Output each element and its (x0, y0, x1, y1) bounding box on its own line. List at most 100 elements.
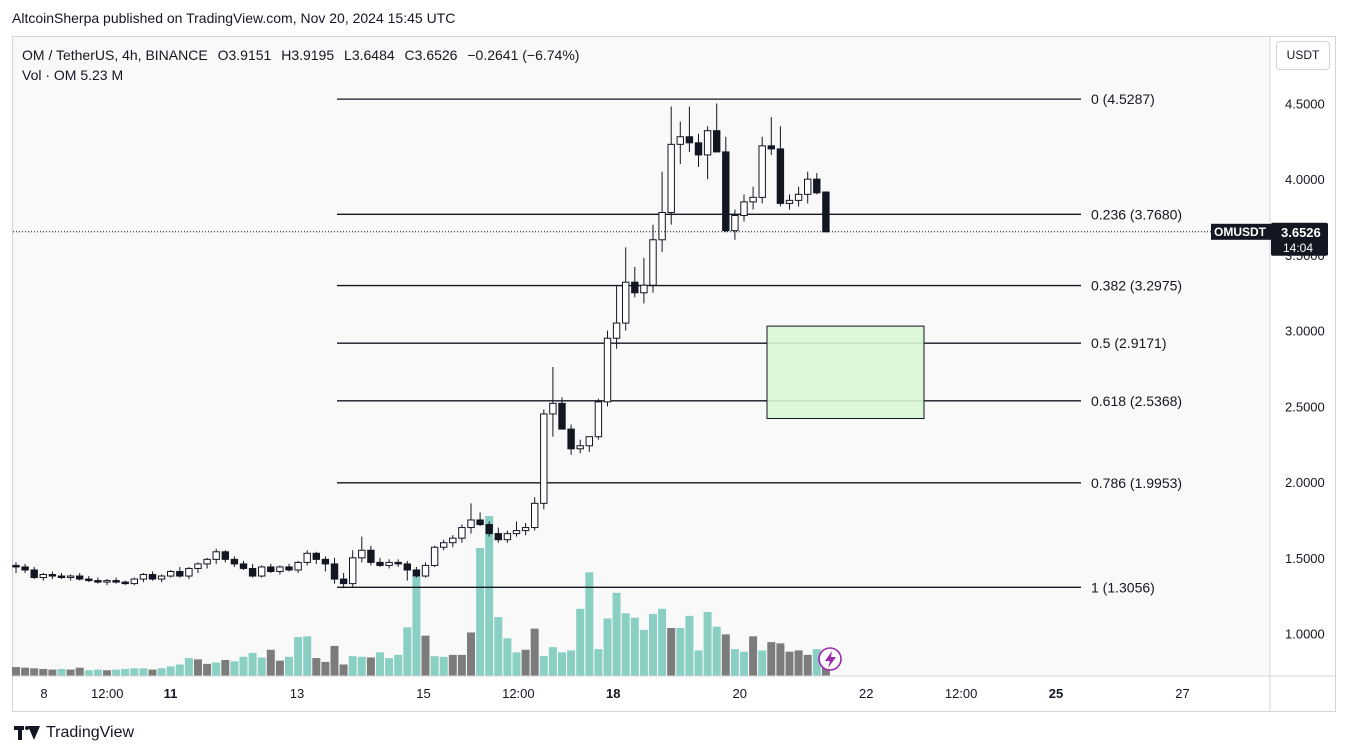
candle (66, 574, 75, 581)
symbol-tag: OMUSDT (1214, 225, 1267, 239)
candle (804, 171, 812, 204)
plot-area[interactable] (13, 37, 1270, 676)
volume-bar (66, 669, 75, 676)
symbol-title[interactable]: OM / TetherUS, 4h, BINANCE (22, 47, 208, 63)
fib-level-label: 0 (4.5287) (1091, 91, 1155, 107)
demand-zone[interactable] (766, 325, 925, 419)
volume-bar (749, 636, 758, 676)
volume-bar (785, 651, 794, 676)
candle (285, 563, 293, 572)
volume-bar (594, 649, 603, 676)
candle (612, 285, 621, 349)
x-tick-label: 12:00 (945, 686, 978, 701)
volume-legend[interactable]: Vol · OM 5.23 M (22, 67, 124, 83)
x-axis[interactable]: 8 12:00 11 13 15 12:00 18 20 22 12:00 25 27 (13, 675, 1336, 701)
x-tick-label: 22 (859, 686, 873, 701)
volume-bar (21, 667, 30, 676)
volume-bar (175, 664, 184, 676)
candle (148, 571, 157, 581)
volume-bar (30, 668, 39, 676)
candle (485, 521, 493, 537)
candle (267, 563, 275, 573)
volume-bar (803, 654, 812, 676)
candle (776, 126, 785, 207)
volume-bar (730, 649, 739, 676)
candle (758, 136, 766, 204)
candle (276, 565, 284, 575)
volume-bar (649, 613, 657, 676)
ohlc-low: L3.6484 (344, 47, 395, 63)
y-tick-label: 2.0000 (1285, 475, 1325, 490)
ohlc-high: H3.9195 (281, 47, 335, 63)
x-tick-label: 27 (1175, 686, 1189, 701)
candle (540, 409, 548, 510)
candle (494, 527, 503, 543)
currency-button[interactable]: USDT (1276, 41, 1330, 70)
volume-bar (93, 669, 102, 676)
candle (130, 577, 139, 586)
volume-group (12, 516, 830, 676)
volume-bar (740, 651, 748, 676)
candle (430, 545, 439, 567)
volume-bar (585, 572, 594, 676)
volume-bar (421, 635, 430, 676)
volume-bar (403, 627, 412, 676)
volume-bar (467, 632, 475, 676)
candle (321, 556, 330, 572)
volume-bar (394, 654, 403, 676)
volume-bar (303, 636, 312, 676)
candle (676, 121, 684, 165)
volume-bar (712, 626, 721, 676)
candle (339, 573, 348, 589)
candle (567, 424, 575, 455)
candle (658, 171, 666, 252)
volume-bar (121, 668, 130, 676)
ohlc-open: O3.9151 (217, 47, 272, 63)
volume-bar (312, 658, 321, 676)
volume-bar (812, 649, 821, 676)
x-tick-label: 8 (40, 686, 47, 701)
candle (512, 521, 521, 537)
y-tick-label: 4.0000 (1285, 172, 1325, 187)
candle (594, 398, 603, 440)
volume-bar (639, 629, 648, 676)
symbol-tag-bg (1211, 223, 1271, 240)
volume-bar (184, 658, 193, 676)
volume-bar (494, 617, 503, 676)
y-axis[interactable]: 4.50004.00003.50003.00002.50002.00001.50… (1269, 37, 1328, 712)
volume-bar (621, 613, 630, 676)
volume-bar (366, 657, 375, 676)
candle (294, 560, 302, 573)
candle (185, 566, 193, 580)
flash-icon[interactable] (818, 647, 842, 671)
candle (412, 566, 421, 578)
volume-bar (139, 668, 148, 676)
y-tick-label: 3.0000 (1285, 324, 1325, 339)
volume-bar (203, 663, 212, 676)
volume-bar (103, 670, 111, 676)
volume-bar (239, 656, 248, 676)
volume-bar (48, 669, 57, 676)
volume-bar (539, 656, 548, 676)
candle (740, 194, 748, 222)
candle (476, 512, 484, 527)
candle (349, 550, 357, 587)
x-tick-label: 15 (416, 686, 430, 701)
x-tick-label: 18 (606, 686, 620, 701)
candle (767, 117, 775, 155)
fib-level-label: 0.786 (1.9953) (1091, 475, 1182, 491)
volume-bar (512, 652, 521, 676)
volume-bar (685, 615, 694, 676)
volume-bar (521, 649, 530, 676)
candles-group (12, 103, 830, 589)
candle (221, 550, 230, 563)
volume-bar (166, 666, 175, 676)
candle (312, 551, 321, 564)
demand-zone-group[interactable] (766, 325, 925, 419)
fibonacci-retracement[interactable]: 0 (4.5287) 0.236 (3.7680) 0.382 (3.2975) 0.… (337, 91, 1182, 595)
volume-bar (703, 612, 712, 676)
candle (722, 136, 730, 233)
volume-bar (75, 667, 84, 676)
volume-bar (430, 656, 439, 676)
